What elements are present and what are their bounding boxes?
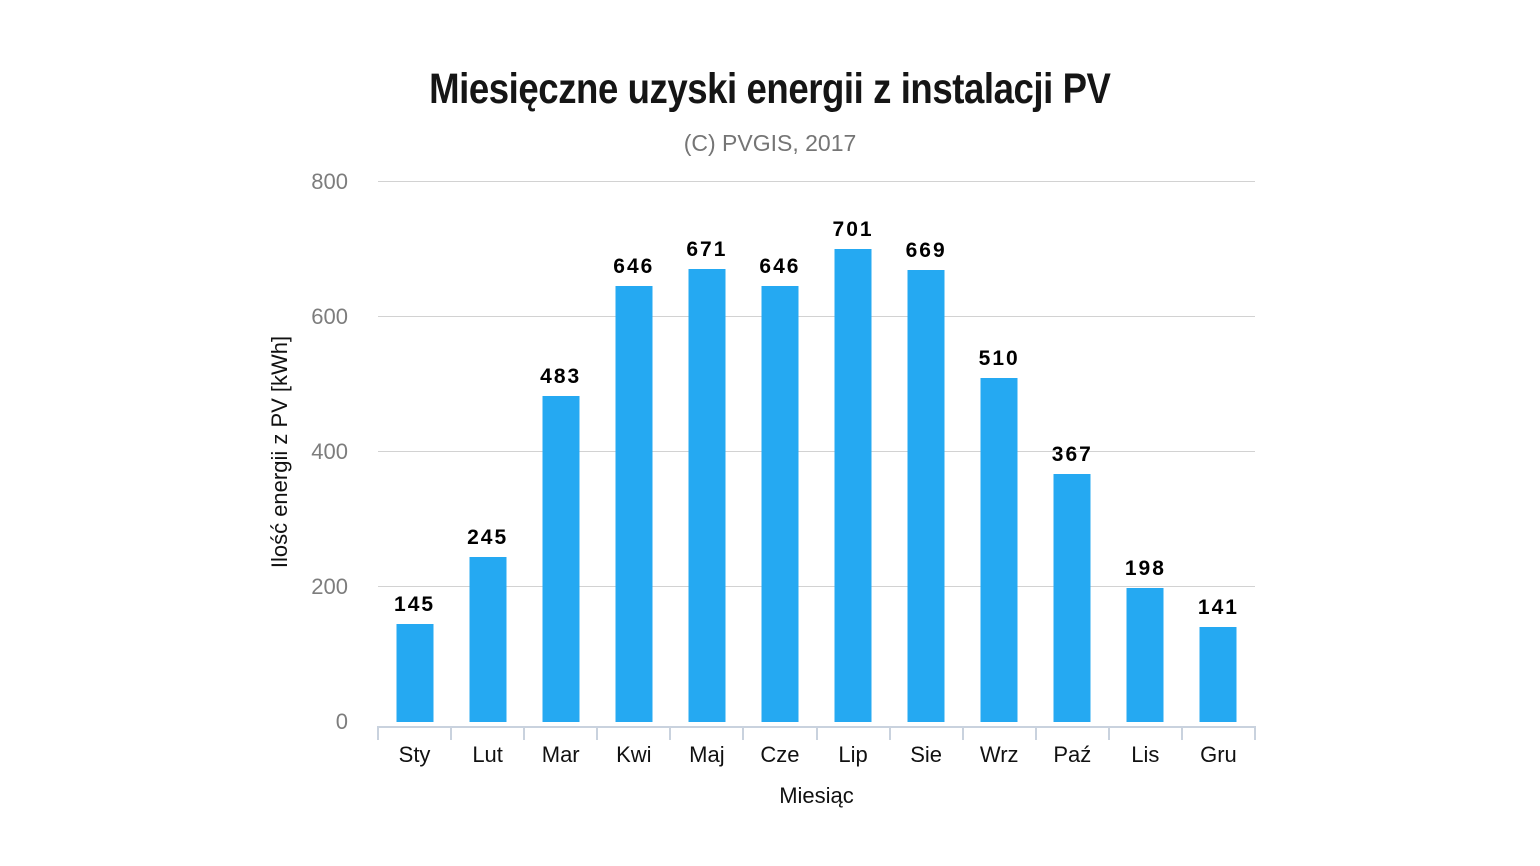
bar-value-label: 646	[759, 254, 801, 278]
bar-value-label: 367	[1051, 443, 1093, 467]
gridline	[378, 586, 1255, 587]
bar	[688, 269, 726, 722]
y-tick-label: 400	[311, 439, 348, 464]
x-tick-label: Gru	[1200, 742, 1237, 767]
bar	[980, 377, 1018, 722]
x-tick-label: Kwi	[616, 742, 652, 767]
bar-slot: 671	[670, 182, 743, 722]
bar-value-label: 245	[467, 525, 509, 549]
bar-value-label: 646	[613, 254, 655, 278]
x-tick-mark	[962, 726, 964, 740]
x-tick-label: Lip	[838, 742, 868, 767]
bar	[761, 285, 799, 722]
chart-title: Miesięczne uzyski energii z instalacji P…	[0, 65, 1540, 113]
bar-value-label: 483	[540, 364, 582, 388]
bar-slot: 141	[1182, 182, 1255, 722]
bar-slot: 669	[890, 182, 963, 722]
y-tick-label: 200	[311, 574, 348, 599]
bar	[834, 248, 872, 722]
plot-area: 0 200 400 600 800 145 Sty 245 Lut 483 Mar 646 Kwi 671…	[311, 169, 1256, 767]
x-tick-mark	[1108, 726, 1110, 740]
gridline	[378, 451, 1255, 452]
chart-title-text: Miesięczne uzyski energii z instalacji P…	[429, 65, 1111, 113]
bar-slot: 145	[378, 182, 451, 722]
x-tick-mark	[377, 726, 379, 740]
bar	[1126, 588, 1164, 722]
bar-value-label: 145	[394, 593, 436, 617]
x-axis-title: Miesiąc	[779, 783, 854, 808]
bar	[615, 285, 653, 722]
x-tick-label: Sty	[398, 742, 431, 767]
gridline	[378, 181, 1255, 182]
y-tick-label: 600	[311, 304, 348, 329]
bar	[542, 395, 580, 722]
chart-subtitle: (C) PVGIS, 2017	[683, 130, 857, 156]
bar	[469, 556, 507, 722]
x-tick-mark	[742, 726, 744, 740]
bar-slot: 646	[743, 182, 816, 722]
x-tick-label: Sie	[910, 742, 943, 767]
x-tick-label: Lut	[472, 742, 503, 767]
x-tick-label: Lis	[1131, 742, 1160, 767]
bar-value-label: 510	[978, 346, 1020, 370]
y-tick-label: 0	[335, 709, 348, 734]
x-tick-mark	[889, 726, 891, 740]
bar-value-label: 198	[1124, 557, 1166, 581]
bar-slot: 198	[1109, 182, 1182, 722]
x-tick-mark	[1181, 726, 1183, 740]
x-tick-mark	[596, 726, 598, 740]
x-tick-label: Paź	[1053, 742, 1092, 767]
bar	[1199, 626, 1237, 722]
x-tick-mark	[523, 726, 525, 740]
bar-slot: 646	[597, 182, 670, 722]
bar-slot: 245	[451, 182, 524, 722]
x-tick-mark	[816, 726, 818, 740]
bar	[1053, 474, 1091, 722]
bar-slot: 483	[524, 182, 597, 722]
x-tick-label: Mar	[541, 742, 580, 767]
bar-value-label: 669	[905, 239, 947, 263]
x-tick-mark	[450, 726, 452, 740]
x-tick-mark	[1254, 726, 1256, 740]
x-tick-label: Cze	[760, 742, 800, 767]
gridline	[378, 316, 1255, 317]
bar-value-label: 671	[686, 238, 728, 262]
x-tick-label: Maj	[689, 742, 725, 767]
bar	[907, 270, 945, 722]
y-tick-label: 800	[311, 169, 348, 194]
x-tick-label: Wrz	[979, 742, 1019, 767]
x-tick-mark	[1035, 726, 1037, 740]
bar-slot: 510	[963, 182, 1036, 722]
bar	[396, 624, 434, 722]
x-tick-mark	[669, 726, 671, 740]
bar-value-label: 141	[1197, 595, 1239, 619]
bar-slot: 701	[817, 182, 890, 722]
bar-value-label: 701	[832, 217, 874, 241]
bar-slot: 367	[1036, 182, 1109, 722]
